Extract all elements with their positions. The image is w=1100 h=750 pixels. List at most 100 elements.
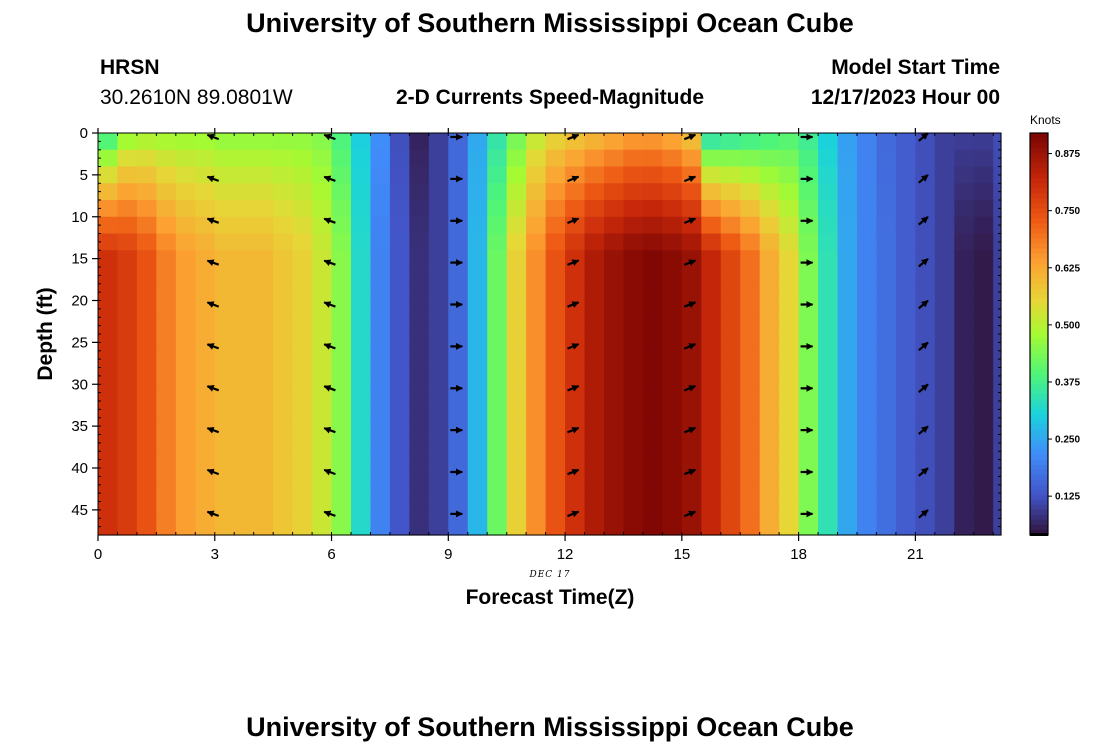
heat-cell <box>526 133 547 151</box>
model-start-value: 12/17/2023 Hour 00 <box>810 86 1000 109</box>
heat-cell <box>175 451 196 469</box>
colorbar-tick-label: 0.500 <box>1055 320 1080 331</box>
heat-cell <box>351 149 372 168</box>
colorbar-segment <box>1030 524 1048 531</box>
heat-cell <box>818 434 839 452</box>
heat-cell <box>584 384 605 402</box>
heat-cell <box>175 334 196 352</box>
heat-cell <box>895 451 916 469</box>
heat-cell <box>370 451 391 469</box>
heat-cell <box>156 367 177 385</box>
heat-cell <box>603 183 625 201</box>
heat-cell <box>798 484 819 503</box>
heat-cell <box>915 200 936 218</box>
heat-cell <box>662 434 683 452</box>
heat-cell <box>175 250 196 268</box>
heat-cell <box>681 451 702 469</box>
heat-cell <box>973 133 994 151</box>
heat-cell <box>642 133 663 151</box>
heat-cell <box>409 468 430 486</box>
chart-axes: 0 3 6 9 12 15 18 21 0 5 10 15 20 25 30 35 40 45 <box>71 125 1002 563</box>
heat-cell <box>331 216 352 235</box>
heat-cell <box>331 401 352 419</box>
heat-cell <box>954 317 975 335</box>
heat-cell <box>837 300 858 318</box>
heat-cell <box>487 468 508 486</box>
colorbar-segment <box>1030 293 1048 300</box>
heat-cell <box>818 183 839 201</box>
heat-cell <box>98 133 119 151</box>
heat-cell <box>526 484 547 503</box>
y-tick-label: 30 <box>71 376 88 393</box>
heat-cell <box>370 401 391 419</box>
heat-cell <box>565 200 586 218</box>
heat-cell <box>565 518 586 536</box>
heat-cell <box>448 283 469 302</box>
heat-cell <box>312 149 333 168</box>
heat-cell <box>934 216 955 235</box>
heat-cell <box>720 468 741 486</box>
heat-cell <box>545 417 566 436</box>
heat-cell <box>720 367 741 385</box>
heat-cell <box>389 384 410 402</box>
heat-cell <box>584 149 605 168</box>
colorbar-segment <box>1030 494 1048 501</box>
heat-cell <box>292 484 313 503</box>
heat-cell <box>934 250 955 268</box>
y-tick-label: 15 <box>71 251 88 268</box>
heat-cell <box>428 484 449 503</box>
heat-cell <box>934 451 955 469</box>
heat-cell <box>895 484 916 503</box>
colorbar-tick-label: 0.625 <box>1055 263 1080 274</box>
heat-cell <box>993 250 1002 268</box>
heat-cell <box>895 518 916 536</box>
heat-cell <box>136 250 157 268</box>
heat-cell <box>156 300 177 318</box>
heat-cell <box>545 350 566 369</box>
heat-cell <box>623 166 644 184</box>
heat-cell <box>448 484 469 503</box>
heat-cell <box>156 501 177 519</box>
heat-cell <box>351 267 372 285</box>
heat-cell <box>487 149 508 168</box>
heat-cell <box>603 216 625 235</box>
heat-cell <box>292 300 313 318</box>
heat-cell <box>448 183 469 201</box>
heat-cell <box>934 133 955 151</box>
heat-cell <box>818 149 839 168</box>
heat-cell <box>954 518 975 536</box>
heat-cell <box>973 417 994 436</box>
heat-cell <box>214 233 235 251</box>
heat-cell <box>195 451 216 469</box>
heat-cell <box>389 350 410 369</box>
heat-cell <box>740 518 761 536</box>
heat-cell <box>681 367 702 385</box>
x-tick-label: 0 <box>94 546 102 563</box>
heat-cell <box>798 367 819 385</box>
heat-cell <box>331 317 352 335</box>
heat-cell <box>136 183 157 201</box>
heat-cell <box>642 468 663 486</box>
heat-cell <box>506 216 527 235</box>
current-vector-arrow <box>683 426 697 434</box>
heat-cell <box>136 300 157 318</box>
heat-cell <box>954 183 975 201</box>
colorbar-segment <box>1030 313 1048 320</box>
heat-cell <box>837 317 858 335</box>
heat-cell <box>662 401 683 419</box>
heat-cell <box>409 133 430 151</box>
heat-cell <box>331 350 352 369</box>
heat-cell <box>273 133 294 151</box>
heat-cell <box>973 501 994 519</box>
heat-cell <box>467 149 488 168</box>
current-vector-arrow <box>683 259 697 267</box>
colorbar-segment <box>1030 354 1048 360</box>
heat-cell <box>993 133 1002 151</box>
heat-cell <box>934 283 955 302</box>
heat-cell <box>759 518 780 536</box>
heat-cell <box>351 350 372 369</box>
heat-cell <box>370 518 391 536</box>
heat-cell <box>526 233 547 251</box>
heat-cell <box>545 434 566 452</box>
heat-cell <box>759 200 780 218</box>
